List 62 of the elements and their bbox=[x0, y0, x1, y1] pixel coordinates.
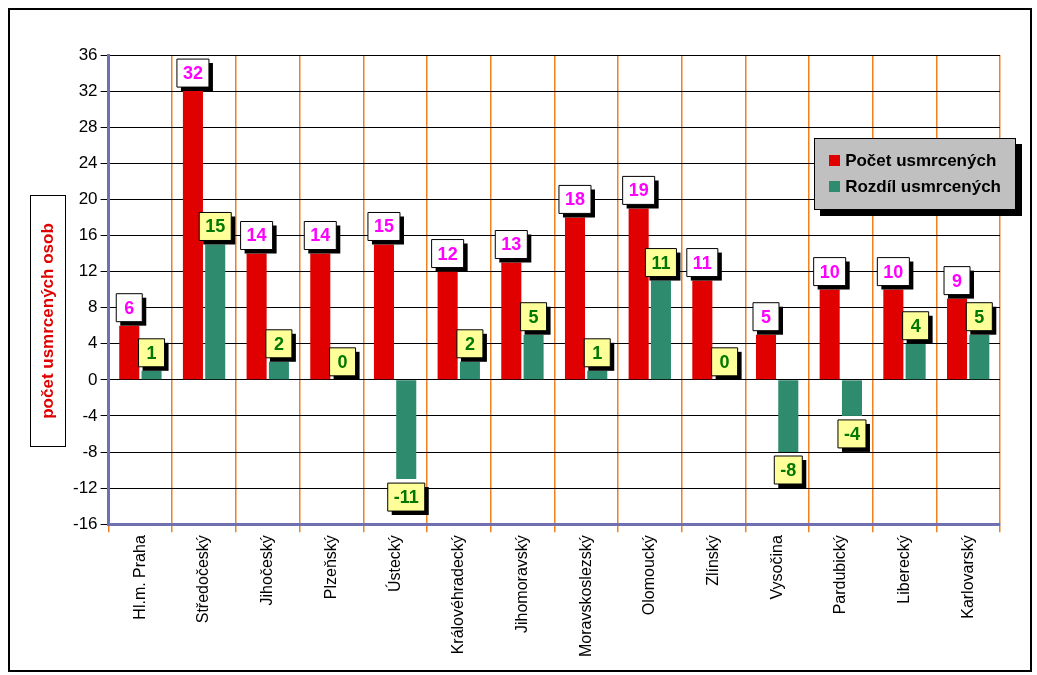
data-label: 19 bbox=[628, 180, 649, 201]
data-label: 13 bbox=[501, 234, 522, 255]
y-tick-label: -16 bbox=[72, 513, 98, 533]
data-label: 0 bbox=[337, 351, 348, 372]
y-tick-label: 36 bbox=[78, 44, 98, 64]
bar bbox=[841, 380, 862, 416]
x-tick-label: Vysočina bbox=[767, 535, 785, 600]
y-tick-label: 28 bbox=[78, 116, 98, 136]
x-tick-label: Středočeský bbox=[194, 535, 212, 624]
legend-label: Počet usmrcených bbox=[845, 151, 997, 170]
y-tick-label: 32 bbox=[78, 80, 98, 100]
data-label: 1 bbox=[592, 342, 603, 363]
data-label: 15 bbox=[205, 216, 226, 237]
y-axis-title: počet usmrcených osob bbox=[38, 223, 58, 419]
x-tick-label: Jihomoravský bbox=[512, 535, 530, 634]
data-label: 1 bbox=[146, 342, 157, 363]
data-label: 32 bbox=[182, 63, 203, 84]
data-label: 14 bbox=[310, 225, 331, 246]
y-tick-label: 0 bbox=[88, 369, 98, 389]
data-label: 2 bbox=[464, 333, 475, 354]
x-tick-label: Liberecký bbox=[894, 535, 912, 604]
data-label: 5 bbox=[760, 306, 772, 327]
data-label: 12 bbox=[437, 243, 458, 264]
data-label: 18 bbox=[564, 189, 585, 210]
data-label: 11 bbox=[692, 252, 712, 273]
data-label: 5 bbox=[528, 306, 539, 327]
data-label: 0 bbox=[719, 351, 730, 372]
data-label: 6 bbox=[124, 297, 135, 318]
y-tick-label: 8 bbox=[88, 297, 98, 317]
legend-label: Rozdíl usmrcených bbox=[845, 177, 1001, 196]
x-tick-label: Hl.m. Praha bbox=[130, 535, 148, 620]
data-label: -11 bbox=[393, 487, 419, 508]
data-label: -8 bbox=[780, 459, 797, 480]
x-tick-label: Olomoucký bbox=[640, 535, 658, 616]
x-tick-label: Plzeňský bbox=[321, 535, 339, 600]
y-tick-label: -8 bbox=[82, 441, 98, 461]
data-label: 5 bbox=[974, 306, 985, 327]
x-tick-label: Jihočeský bbox=[258, 535, 276, 606]
x-tick-label: Královéhradecký bbox=[449, 535, 467, 655]
data-label: 14 bbox=[246, 225, 267, 246]
data-label: 4 bbox=[910, 315, 921, 336]
bar bbox=[396, 380, 417, 480]
data-label: 10 bbox=[819, 261, 840, 282]
data-label: 11 bbox=[651, 252, 671, 273]
y-tick-label: -12 bbox=[72, 477, 98, 497]
y-tick-label: 24 bbox=[78, 152, 98, 172]
y-tick-label: -4 bbox=[82, 405, 98, 425]
x-tick-label: Moravskoslezský bbox=[576, 535, 594, 658]
data-label: -4 bbox=[843, 423, 860, 444]
y-tick-label: 20 bbox=[78, 189, 98, 209]
data-label: 10 bbox=[883, 261, 904, 282]
y-tick-label: 16 bbox=[78, 225, 98, 245]
x-tick-label: Ústecký bbox=[384, 535, 403, 593]
x-tick-label: Zlínský bbox=[703, 535, 721, 586]
y-tick-label: 12 bbox=[78, 261, 98, 281]
x-tick-label: Pardubický bbox=[831, 535, 849, 615]
data-label: 9 bbox=[952, 270, 963, 291]
data-label: 15 bbox=[373, 216, 394, 237]
data-label: 2 bbox=[273, 333, 284, 354]
x-tick-label: Karlovarský bbox=[958, 535, 976, 619]
bar bbox=[778, 380, 799, 453]
y-tick-label: 4 bbox=[88, 333, 98, 353]
